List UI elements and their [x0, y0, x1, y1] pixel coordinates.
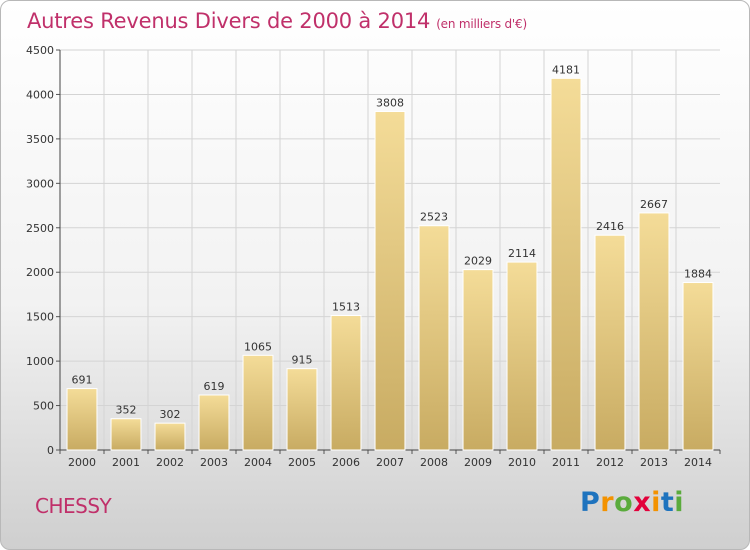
chart-subtitle: (en milliers d'€): [436, 17, 527, 31]
chart-title: Autres Revenus Divers de 2000 à 2014 (en …: [27, 9, 527, 33]
data-label-2013: 2667: [640, 198, 668, 211]
bar-2000: [66, 388, 98, 451]
bar-2002: [154, 422, 186, 451]
data-label-2009: 2029: [464, 255, 492, 268]
logo-letter: P: [580, 487, 601, 518]
x-tick-label-2014: 2014: [684, 456, 712, 469]
y-tick-label: 1000: [26, 355, 54, 368]
bar-2013: [638, 212, 670, 451]
data-label-2005: 915: [292, 354, 313, 367]
bar-2001: [110, 418, 142, 451]
bar-2014: [682, 282, 714, 451]
bar-2008: [418, 225, 450, 451]
x-tick-label-2001: 2001: [112, 456, 140, 469]
x-tick-label-2007: 2007: [376, 456, 404, 469]
place-name: CHESSY: [35, 494, 112, 518]
x-tick-label-2010: 2010: [508, 456, 536, 469]
y-tick-label: 3500: [26, 133, 54, 146]
bars: [66, 77, 714, 451]
x-tick-label-2008: 2008: [420, 456, 448, 469]
x-tick-label-2006: 2006: [332, 456, 360, 469]
x-tick-label-2004: 2004: [244, 456, 272, 469]
logo-letter: o: [614, 487, 634, 518]
y-tick-label: 0: [47, 444, 54, 457]
y-tick-label: 2000: [26, 266, 54, 279]
bar-2009: [462, 269, 494, 451]
logo-letter: i: [674, 487, 685, 518]
x-tick-label-2005: 2005: [288, 456, 316, 469]
bar-2003: [198, 394, 230, 451]
y-tick-label: 1500: [26, 311, 54, 324]
logo-letter: t: [660, 487, 675, 518]
y-tick-label: 4000: [26, 88, 54, 101]
data-label-2004: 1065: [244, 340, 272, 353]
bar-2012: [594, 234, 626, 451]
y-tick-label: 500: [33, 400, 54, 413]
x-tick-label-2009: 2009: [464, 456, 492, 469]
y-tick-label: 3000: [26, 177, 54, 190]
logo-letter: x: [633, 487, 652, 518]
x-tick-label-2000: 2000: [68, 456, 96, 469]
y-tick-label: 2500: [26, 222, 54, 235]
proxiti-logo: Proxiti: [580, 487, 684, 518]
data-label-2002: 302: [160, 408, 181, 421]
bar-2010: [506, 261, 538, 451]
bar-2005: [286, 368, 318, 451]
x-tick-label-2002: 2002: [156, 456, 184, 469]
data-label-2011: 4181: [552, 63, 580, 76]
data-label-2014: 1884: [684, 268, 712, 281]
bar-2006: [330, 315, 362, 451]
labels: 0 500 1000 1500 2000 2500 3000 3500 4000 4500 691 2…: [26, 44, 712, 469]
data-label-2010: 2114: [508, 247, 536, 260]
logo-letter: i: [651, 487, 661, 518]
x-tick-label-2012: 2012: [596, 456, 624, 469]
bar-2004: [242, 354, 274, 451]
bar-2007: [374, 111, 406, 451]
x-tick-label-2011: 2011: [552, 456, 580, 469]
data-label-2006: 1513: [332, 301, 360, 314]
y-tick-label: 4500: [26, 44, 54, 57]
data-label-2000: 691: [72, 374, 93, 387]
x-tick-label-2013: 2013: [640, 456, 668, 469]
bar-2011: [550, 77, 582, 451]
chart-title-text: Autres Revenus Divers de 2000 à 2014: [27, 9, 431, 33]
data-label-2007: 3808: [376, 97, 404, 110]
x-tick-label-2003: 2003: [200, 456, 228, 469]
data-label-2001: 352: [116, 404, 137, 417]
data-label-2008: 2523: [420, 211, 448, 224]
data-label-2003: 619: [204, 380, 225, 393]
logo-letter: r: [600, 487, 615, 518]
data-label-2012: 2416: [596, 220, 624, 233]
